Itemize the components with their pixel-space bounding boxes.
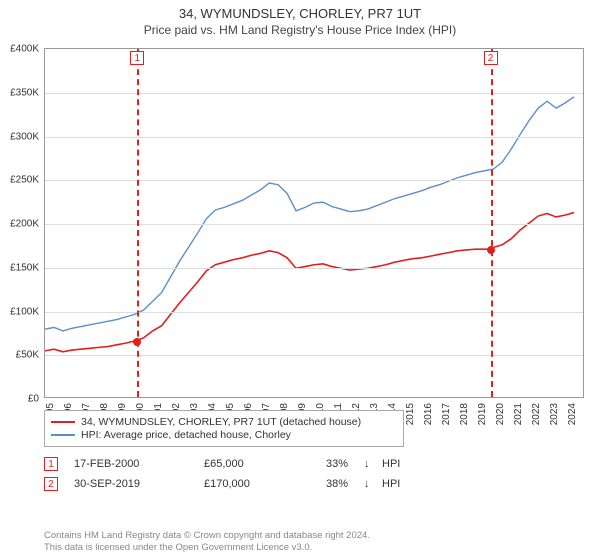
y-axis-tick: £0 (28, 394, 45, 405)
y-axis-tick: £250K (10, 175, 45, 186)
legend-label: HPI: Average price, detached house, Chor… (81, 429, 291, 441)
gridline (45, 268, 583, 269)
down-arrow-icon: ↓ (356, 478, 374, 490)
table-row: 1 17-FEB-2000 £65,000 33% ↓ HPI (44, 454, 584, 474)
transaction-hpi-label: HPI (374, 478, 414, 490)
y-axis-tick: £400K (10, 44, 45, 55)
data-point-marker (487, 246, 495, 254)
gridline (45, 224, 583, 225)
transaction-badge: 2 (44, 477, 58, 491)
y-axis-tick: £100K (10, 306, 45, 317)
transaction-date: 17-FEB-2000 (66, 458, 196, 470)
y-axis-tick: £200K (10, 219, 45, 230)
footer-attribution: Contains HM Land Registry data © Crown c… (44, 530, 584, 554)
y-axis-tick: £50K (16, 350, 45, 361)
down-arrow-icon: ↓ (356, 458, 374, 470)
y-axis-tick: £350K (10, 87, 45, 98)
series-property (45, 213, 574, 352)
gridline (45, 180, 583, 181)
reference-badge: 2 (484, 51, 498, 65)
footer-line: This data is licensed under the Open Gov… (44, 542, 584, 554)
chart-title: 34, WYMUNDSLEY, CHORLEY, PR7 1UT (0, 0, 600, 21)
legend-item: HPI: Average price, detached house, Chor… (51, 429, 397, 441)
data-point-marker (133, 338, 141, 346)
legend-box: 34, WYMUNDSLEY, CHORLEY, PR7 1UT (detach… (44, 410, 404, 447)
gridline (45, 355, 583, 356)
series-hpi (45, 97, 574, 331)
footer-line: Contains HM Land Registry data © Crown c… (44, 530, 584, 542)
legend-swatch-hpi (51, 434, 75, 436)
transaction-pct: 38% (296, 478, 356, 490)
gridline (45, 93, 583, 94)
legend-swatch-property (51, 421, 75, 423)
chart-subtitle: Price paid vs. HM Land Registry's House … (0, 21, 600, 43)
y-axis-tick: £150K (10, 262, 45, 273)
transaction-price: £65,000 (196, 458, 296, 470)
reference-badge: 1 (130, 51, 144, 65)
reference-line (491, 49, 493, 397)
transaction-date: 30-SEP-2019 (66, 478, 196, 490)
transaction-price: £170,000 (196, 478, 296, 490)
gridline (45, 312, 583, 313)
chart-plot-area: £0£50K£100K£150K£200K£250K£300K£350K£400… (44, 48, 584, 398)
chart-lines-svg (45, 49, 583, 397)
legend-label: 34, WYMUNDSLEY, CHORLEY, PR7 1UT (detach… (81, 416, 361, 428)
gridline (45, 137, 583, 138)
transaction-pct: 33% (296, 458, 356, 470)
legend-item: 34, WYMUNDSLEY, CHORLEY, PR7 1UT (detach… (51, 416, 397, 428)
transaction-hpi-label: HPI (374, 458, 414, 470)
y-axis-tick: £300K (10, 131, 45, 142)
transactions-table: 1 17-FEB-2000 £65,000 33% ↓ HPI 2 30-SEP… (44, 454, 584, 494)
table-row: 2 30-SEP-2019 £170,000 38% ↓ HPI (44, 474, 584, 494)
transaction-badge: 1 (44, 457, 58, 471)
